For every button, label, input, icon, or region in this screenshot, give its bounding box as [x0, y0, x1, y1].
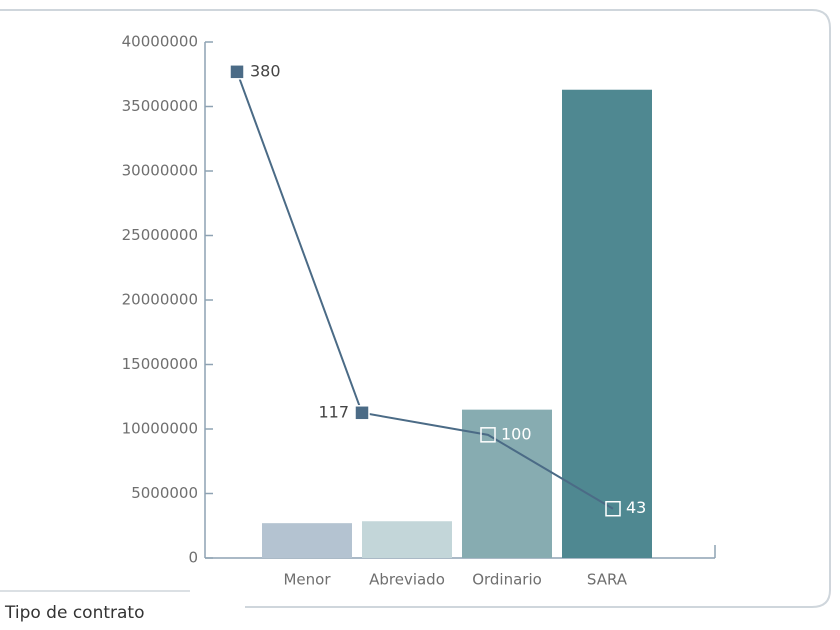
x-axis-title: Tipo de contrato	[4, 603, 145, 623]
bar	[562, 89, 652, 558]
y-tick-label: 15000000	[122, 355, 198, 373]
x-tick-label: Menor	[283, 571, 331, 589]
bar	[462, 409, 552, 558]
y-tick-label: 25000000	[122, 226, 198, 244]
bar	[362, 521, 452, 558]
line	[236, 71, 614, 510]
line-marker	[354, 405, 370, 421]
x-tick-label: SARA	[587, 571, 628, 589]
y-tick-label: 10000000	[122, 420, 198, 438]
y-tick-label: 35000000	[122, 97, 198, 115]
line-marker	[480, 427, 496, 443]
y-tick-label: 40000000	[122, 33, 198, 51]
y-tick-label: 30000000	[122, 162, 198, 180]
data-label: 380	[250, 61, 281, 80]
x-tick-label: Abreviado	[369, 571, 445, 589]
y-tick-label: 20000000	[122, 291, 198, 309]
data-label: 43	[626, 498, 646, 517]
line-marker	[229, 64, 245, 80]
card-border	[0, 9, 831, 608]
x-tick-label: Ordinario	[472, 571, 542, 589]
data-label: 117	[318, 402, 349, 421]
y-tick-label: 0	[188, 549, 198, 567]
line-marker	[605, 500, 621, 517]
y-tick-label: 5000000	[131, 484, 198, 502]
bar	[262, 523, 352, 558]
data-label: 100	[501, 424, 532, 443]
